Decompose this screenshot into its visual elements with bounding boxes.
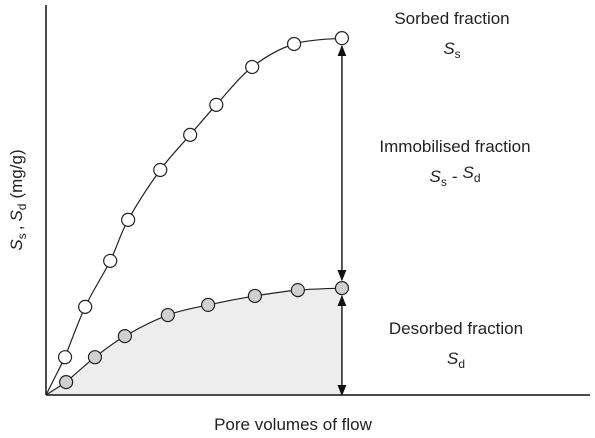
symbol-part: s <box>455 47 461 61</box>
symbol-part: S <box>447 349 459 368</box>
y-axis-label: Ss, Sd (mg/g) <box>7 149 29 250</box>
curve <box>64 37 343 358</box>
y-label-part: s <box>15 233 29 239</box>
symbol-part: S <box>462 163 474 182</box>
annotation-title: Desorbed fraction <box>389 319 523 338</box>
point <box>59 375 74 390</box>
annotation-symbol: Sd <box>447 349 465 371</box>
point <box>209 97 224 112</box>
annotation-title: Immobilised fraction <box>379 137 530 156</box>
annotation-symbol: Ss <box>443 39 460 61</box>
symbol-part: S <box>443 39 455 58</box>
point <box>57 350 73 365</box>
point <box>245 59 260 75</box>
point <box>334 281 350 296</box>
y-label-part: S <box>7 239 26 251</box>
symbol-part: S <box>429 167 441 186</box>
point <box>247 288 262 304</box>
point <box>153 162 168 178</box>
x-axis-label: Pore volumes of flow <box>214 415 373 434</box>
area <box>46 288 342 395</box>
symbol-part: s <box>441 175 447 189</box>
annotation-title: Sorbed fraction <box>394 9 509 28</box>
annotation-symbol: Ss - Sd <box>429 163 480 189</box>
point <box>78 299 93 314</box>
y-label-part: (mg/g) <box>7 149 26 198</box>
symbol-part: d <box>474 171 481 185</box>
point <box>183 127 198 142</box>
y-label-part: S <box>7 210 26 222</box>
point <box>334 31 350 46</box>
y-label-part: d <box>15 204 29 211</box>
point <box>117 329 132 344</box>
symbol-part: d <box>458 357 465 371</box>
point <box>286 36 302 52</box>
symbol-part: - <box>452 167 458 186</box>
point <box>290 282 305 298</box>
point <box>87 350 103 365</box>
point <box>160 307 175 323</box>
y-label-part: , <box>7 226 26 231</box>
point <box>103 253 118 268</box>
point <box>121 212 136 227</box>
point <box>201 297 216 313</box>
